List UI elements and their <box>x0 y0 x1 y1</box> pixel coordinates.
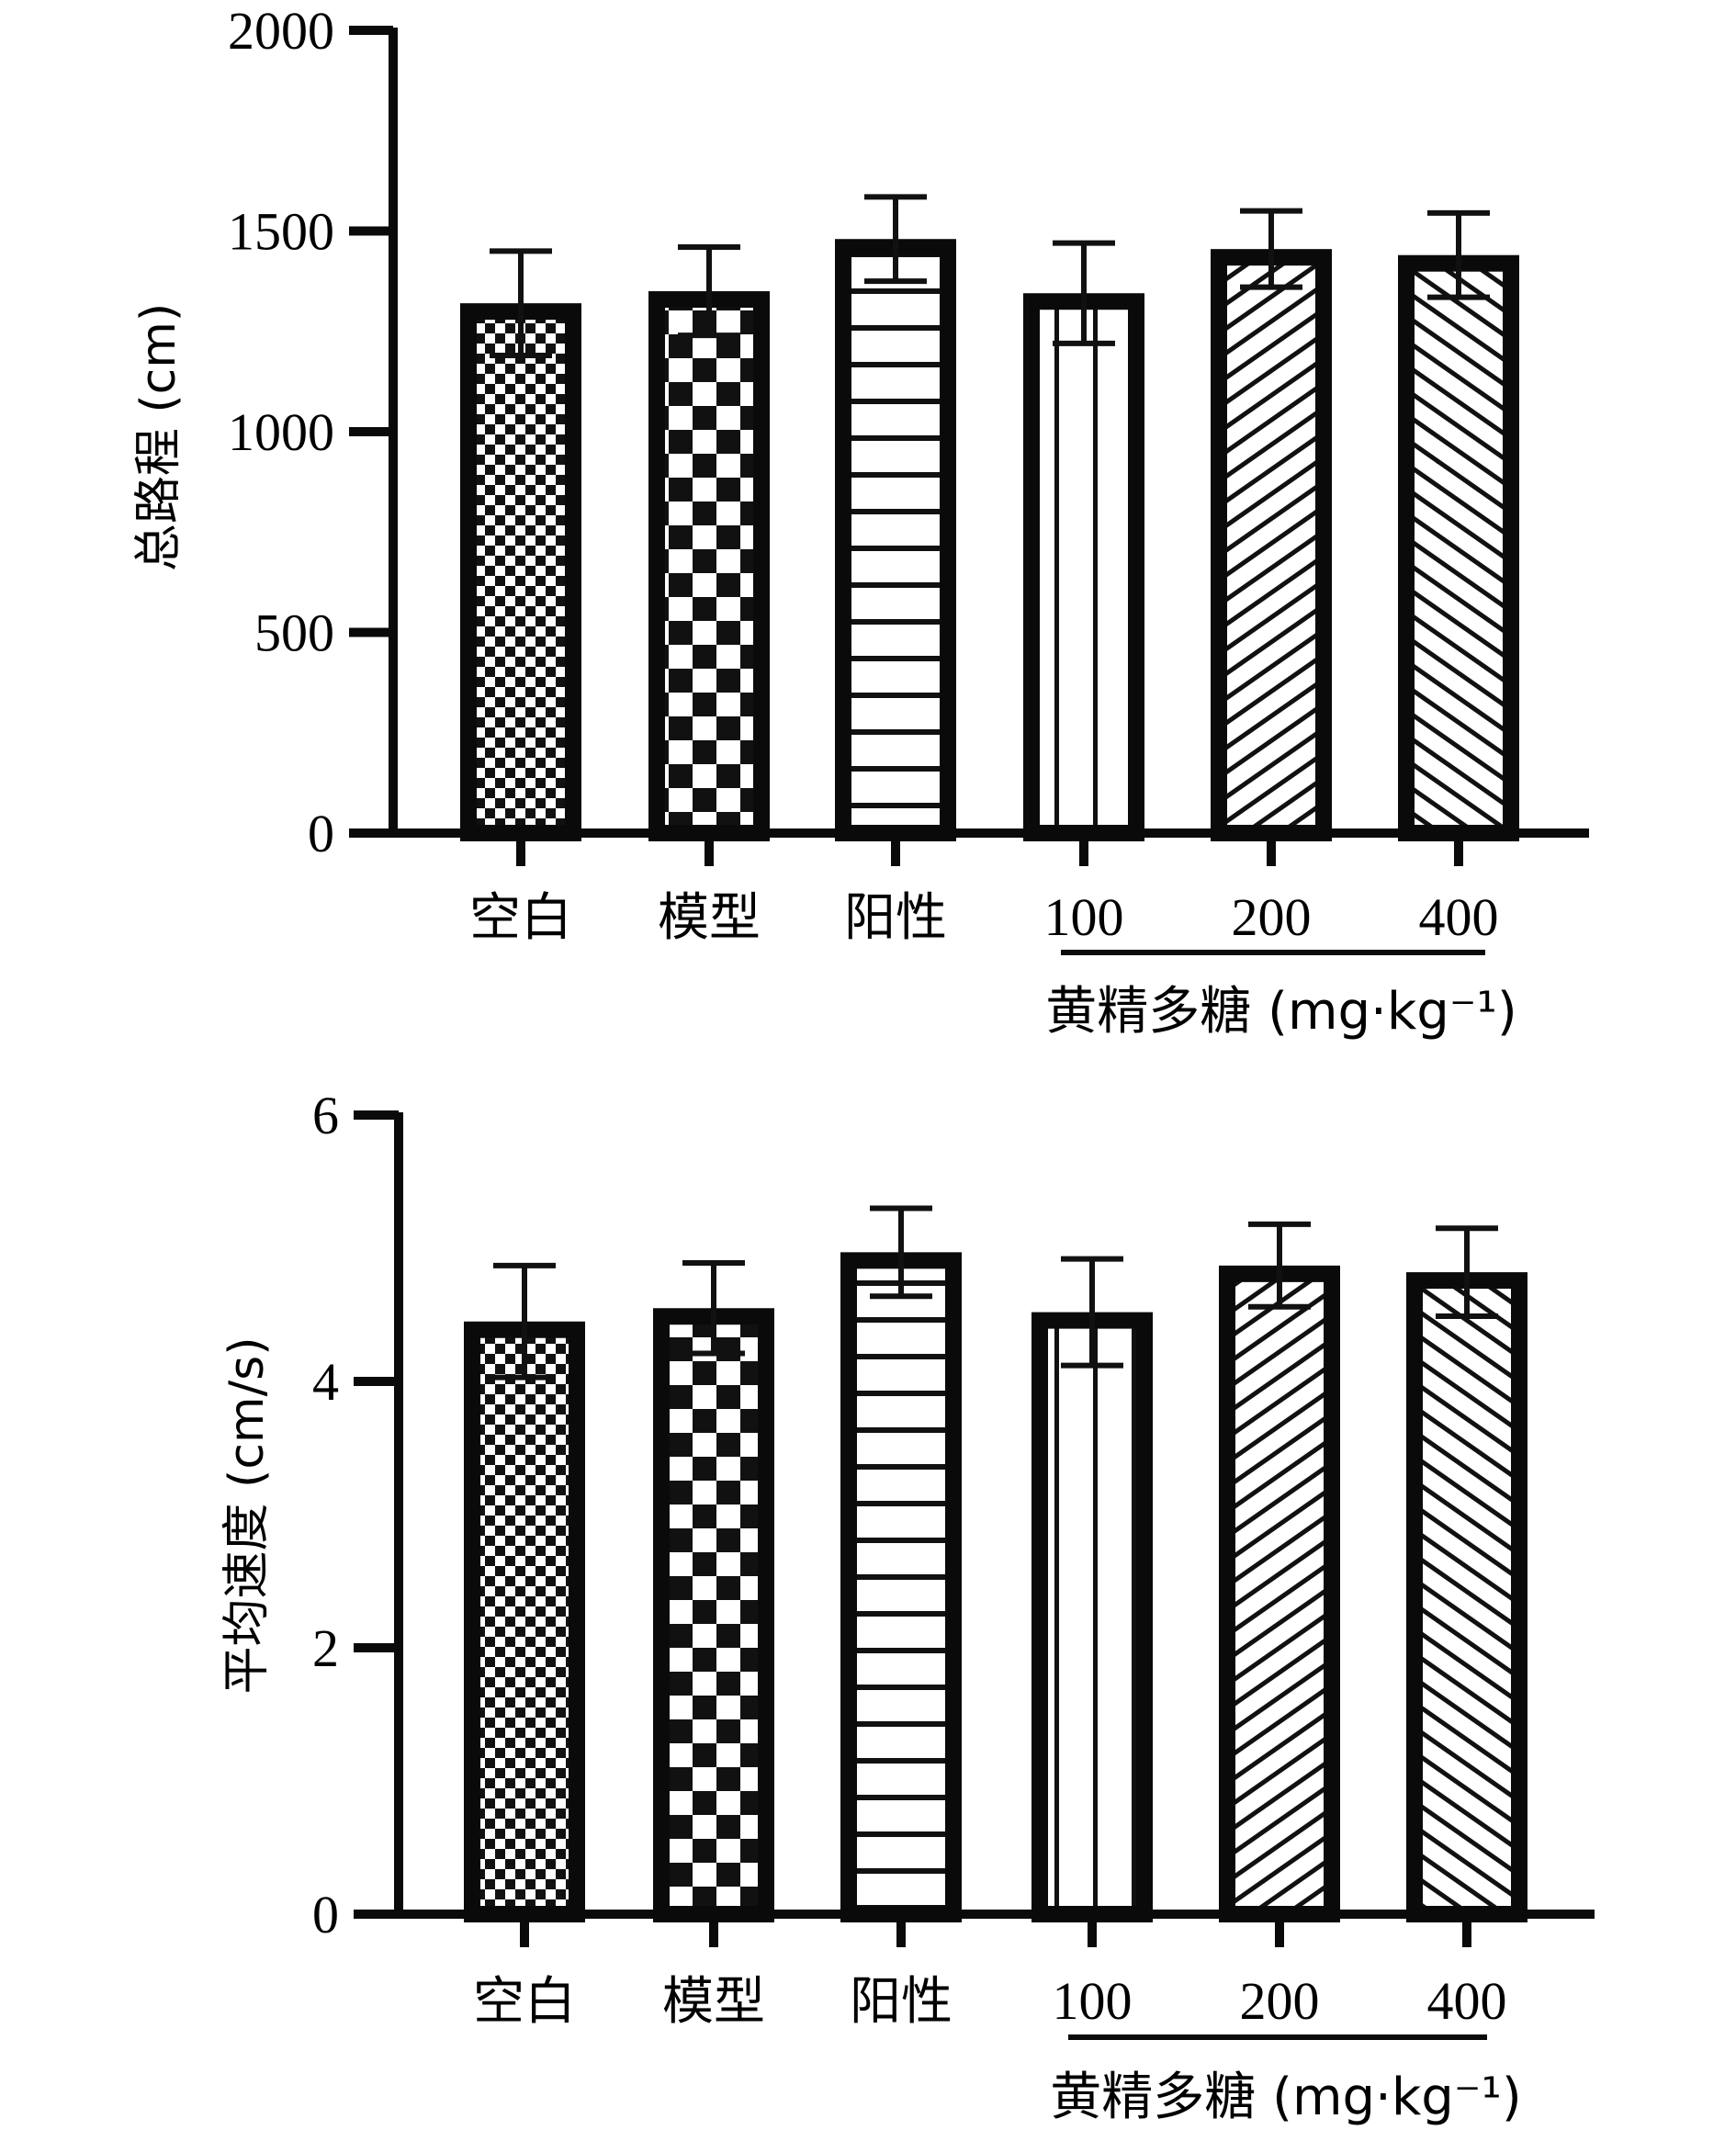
group-bracket-label: 黄精多糖 (mg·kg⁻¹) <box>1045 982 1516 1042</box>
x-tick-label: 400 <box>1419 887 1499 947</box>
chart-total-distance: 0 500 1000 1500 2000 空白 模型 阳性 100 200 400 总路程 (cm… <box>131 1 1589 1042</box>
bars <box>464 1205 1527 1922</box>
x-tick-label: 空白 <box>473 1972 576 2032</box>
x-tick-label: 200 <box>1240 1971 1320 2031</box>
y-tick-label: 4 <box>312 1352 339 1412</box>
chart-average-speed: 0 2 4 6 空白 模型 阳性 100 200 400 平均速度 (cm/s) 黄精多糖 (m… <box>220 1086 1595 2127</box>
y-tick-label: 500 <box>254 603 334 663</box>
bar-100 <box>1023 293 1144 841</box>
x-ticks: 空白 模型 阳性 100 200 400 <box>473 1914 1507 2032</box>
x-tick-label: 阳性 <box>850 1972 953 2032</box>
y-axis-title: 平均速度 (cm/s) <box>220 1337 275 1695</box>
x-tick-label: 模型 <box>658 888 761 948</box>
y-tick-label: 1500 <box>228 202 334 262</box>
axes <box>354 1112 1595 1919</box>
bar-阳性 <box>840 1252 962 1922</box>
bar-模型 <box>648 291 770 841</box>
bar-400 <box>1398 254 1519 842</box>
bar-阳性 <box>835 239 956 841</box>
bar-100 <box>1031 1312 1153 1922</box>
bar-200 <box>1219 1265 1340 1922</box>
bar-空白 <box>464 1321 585 1922</box>
y-ticks: 0 500 1000 1500 2000 <box>228 1 393 863</box>
y-tick-label: 0 <box>312 1885 339 1944</box>
bar-模型 <box>653 1308 774 1922</box>
x-tick-label: 100 <box>1044 887 1124 947</box>
x-tick-label: 阳性 <box>844 888 947 948</box>
y-tick-label: 2000 <box>228 1 334 61</box>
y-tick-label: 6 <box>312 1086 339 1145</box>
x-tick-label: 100 <box>1053 1971 1133 2031</box>
x-tick-label: 空白 <box>469 888 572 948</box>
x-tick-label: 400 <box>1427 1971 1507 2031</box>
y-axis-title: 总路程 (cm) <box>131 303 186 571</box>
y-tick-label: 1000 <box>228 402 334 462</box>
group-bracket-label: 黄精多糖 (mg·kg⁻¹) <box>1050 2068 1521 2127</box>
x-ticks: 空白 模型 阳性 100 200 400 <box>469 833 1499 948</box>
y-tick-label: 0 <box>308 804 334 863</box>
y-ticks: 0 2 4 6 <box>312 1086 399 1944</box>
x-tick-label: 模型 <box>662 1972 765 2032</box>
y-tick-label: 2 <box>312 1618 339 1678</box>
bar-400 <box>1406 1272 1527 1922</box>
bars <box>460 194 1519 842</box>
x-tick-label: 200 <box>1232 887 1312 947</box>
bar-空白 <box>460 303 581 842</box>
bar-200 <box>1211 249 1332 842</box>
